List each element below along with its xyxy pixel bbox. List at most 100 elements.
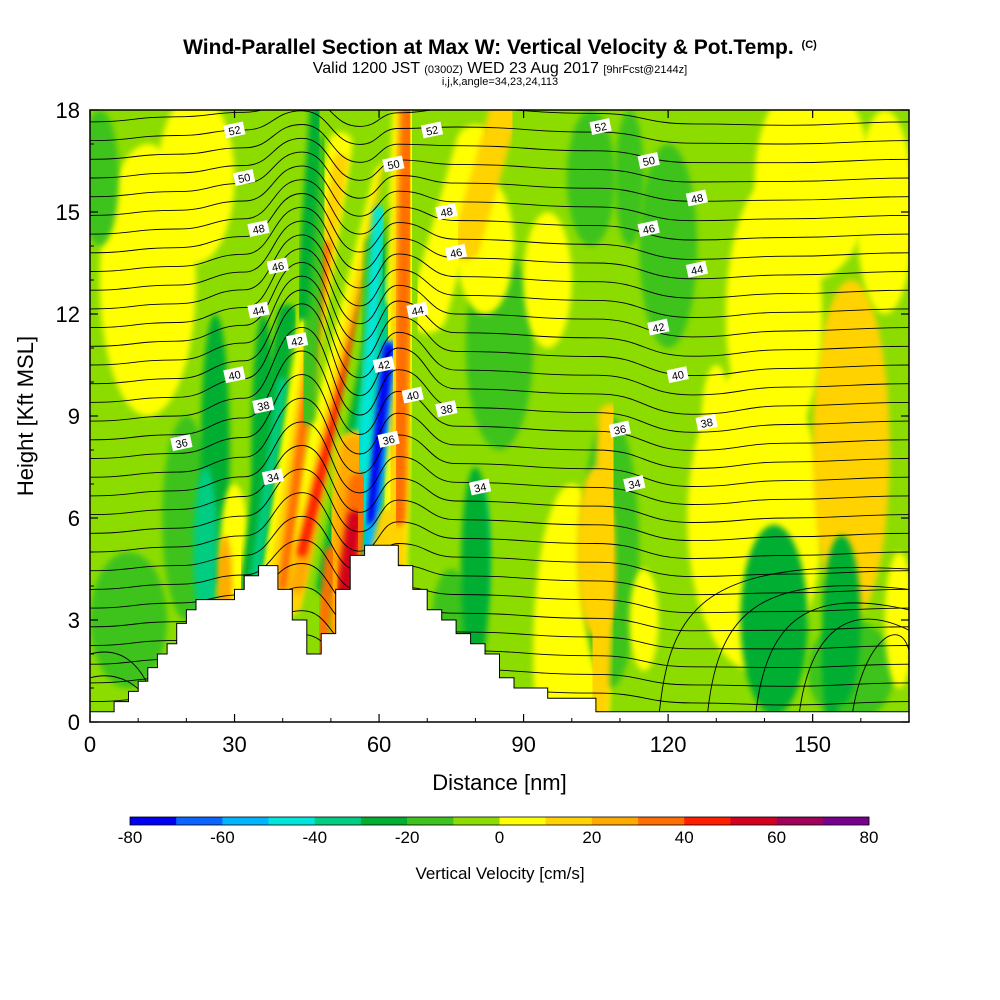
x-tick-label: 90 [511,732,535,757]
contour-label-text: 34 [473,481,487,495]
velocity-cell [822,620,842,722]
contour-label-text: 42 [290,335,304,349]
contour-label: 40 [401,386,424,404]
chart-title: Wind-Parallel Section at Max W: Vertical… [0,36,1000,60]
colorbar-swatch [822,817,870,825]
contour-label: 34 [261,468,285,486]
colorbar: -80 -60 -40 -20 0 20 40 60 80 [118,816,878,847]
contour-label-text: 52 [594,121,608,135]
colorbar-swatch [360,817,408,825]
contour-label: 42 [372,356,395,373]
contour-label-text: 36 [174,437,188,451]
contour-label: 38 [695,413,718,431]
contour-label-box [266,257,289,275]
colorbar-tick-label: 60 [767,828,786,847]
colorbar-title: Vertical Velocity [cm/s] [415,864,585,883]
y-axis-label: Height [Kft MSL] [13,336,38,496]
colorbar-tick-label: 20 [582,828,601,847]
x-tick-label: 150 [794,732,831,757]
contour-label: 46 [266,257,289,275]
colorbar-swatch [499,817,546,825]
theta-contour-line [90,83,909,108]
contour-label-text: 44 [690,264,704,278]
contour-label-box [695,413,718,431]
contour-label-box [589,118,612,135]
contour-label-box [468,478,492,496]
theta-contour-line [90,289,909,396]
contour-label: 50 [382,155,405,173]
contour-label: 38 [435,400,458,417]
contour-label: 48 [247,220,270,237]
contour-label-text: 46 [642,223,656,237]
contour-label-box [261,468,285,486]
contour-labels: 52 52 52 50 50 50 48 48 48 46 46 46 44 44 44 42 42 42 40 40… [170,118,718,496]
velocity-cell [701,365,731,467]
contour-label-text: 34 [627,478,641,492]
colorbar-tick-label: -60 [210,828,235,847]
velocity-band [295,110,324,321]
contour-label-text: 38 [700,417,714,431]
y-tick-label: 0 [68,710,80,735]
contour-label: 40 [666,366,689,383]
contour-label-text: 40 [406,389,420,403]
x-tick-label: 30 [222,732,246,757]
contour-label: 34 [468,478,492,496]
contour-label: 38 [252,396,275,414]
valid-prefix: Valid 1200 JST [312,60,420,77]
contour-label-text: 46 [271,260,285,274]
colorbar-swatch [176,817,223,825]
forecast-tag: [9hrFcst@2144z] [603,64,688,76]
valid-utc: (0300Z) [424,64,463,76]
x-tick-label: 60 [367,732,391,757]
theta-contour-line [797,618,909,722]
colorbar-tick-label: 0 [495,828,504,847]
contour-label: 44 [685,260,709,278]
contour-label-text: 44 [411,304,425,318]
velocity-cell [157,110,235,263]
contour-label-box [444,243,468,261]
colorbar-swatch [314,817,362,825]
theta-contour-line [90,193,909,260]
contour-label-box [435,203,458,220]
theta-contour-line [90,124,909,164]
contour-label-box [285,332,309,350]
velocity-cell [523,212,572,348]
contour-label-text: 44 [252,304,266,318]
theta-contour-line [90,374,909,469]
colorbar-tick-label: 40 [675,828,694,847]
theta-contour-line [90,261,909,357]
contour-label-text: 48 [439,206,453,220]
contour-label-box [608,420,631,438]
contour-label-text: 52 [227,124,241,138]
theta-contour-line [90,492,909,560]
velocity-band [298,135,330,425]
contour-label-box [170,434,193,452]
velocity-band [451,110,519,261]
contour-label-text: 52 [425,124,439,138]
colorbar-swatch [453,817,500,825]
contour-label-text: 50 [386,158,400,172]
contour-label: 46 [637,220,660,237]
theta-contour-line [90,179,909,241]
contour-label-text: 48 [252,223,266,237]
contour-label: 44 [406,301,429,319]
contour-label: 48 [435,203,458,220]
contour-label-text: 36 [382,434,396,448]
colorbar-frame [129,816,870,826]
contour-label-box [377,430,400,448]
velocity-cell [629,569,659,671]
y-tick-label: 15 [56,200,80,225]
contour-label-text: 38 [256,400,270,414]
contour-label-text: 42 [377,359,391,373]
contour-label-text: 46 [449,247,463,261]
colorbar-swatch [776,817,824,825]
y-tick-label: 18 [56,98,80,123]
contour-label-box [382,155,405,173]
colorbar-swatch [730,817,777,825]
velocity-cell [750,545,799,695]
contour-label-box [420,121,444,139]
y-tick-label: 12 [56,302,80,327]
contour-label: 50 [232,169,256,186]
velocity-cell [90,552,168,688]
contour-label: 50 [637,152,660,169]
